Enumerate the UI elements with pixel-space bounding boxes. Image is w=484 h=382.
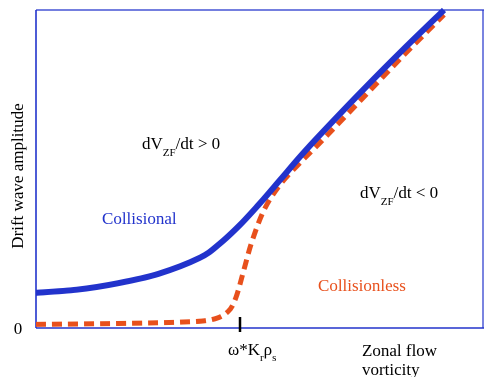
y-tick-zero: 0	[14, 319, 23, 338]
annotation-lower: dVZF/dt < 0	[360, 183, 438, 208]
series-label-collisionless: Collisionless	[318, 276, 406, 295]
annotation-upper: dVZF/dt > 0	[142, 134, 220, 159]
series-line-collisional	[36, 10, 444, 293]
series-label-collisional: Collisional	[102, 209, 177, 228]
x-tick-label: ω*Krρs	[228, 340, 276, 364]
y-axis-label: Drift wave amplitude	[8, 103, 27, 248]
x-axis-label-line1: Zonal flow	[362, 341, 438, 360]
x-axis-label-line2: vorticity	[362, 360, 420, 377]
